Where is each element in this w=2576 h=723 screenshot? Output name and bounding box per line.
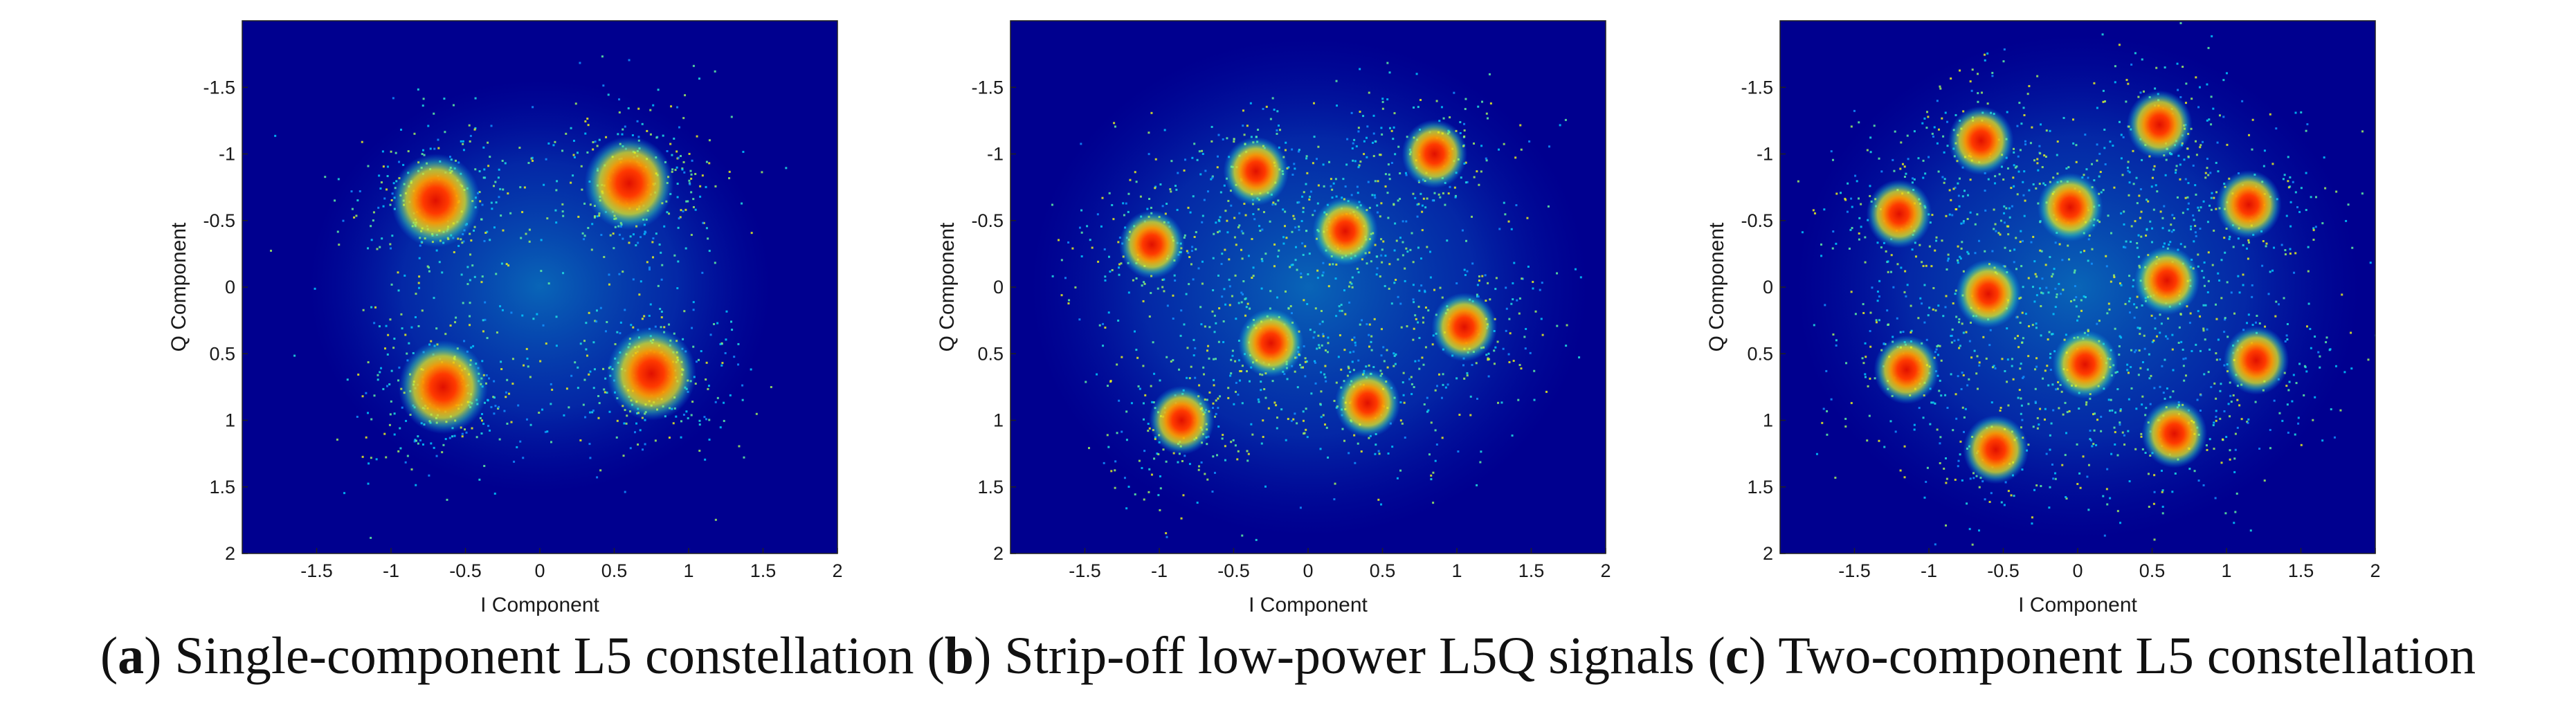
y-tick-label: 0 — [993, 277, 1004, 298]
panel-b: -1.5 -1 -0.5 0 0.5 1 1.5 2 -1.5 -1 -0.5 0 0.5 1 1.5 2 I … — [936, 20, 1611, 616]
figure-caption: (a) Single-component L5 constellation (b… — [100, 627, 2476, 685]
caption-letter-c: c — [1725, 627, 1749, 685]
x-tick-label: 1 — [2221, 560, 2231, 581]
caption-b: Strip-off low-power L5Q signals — [1004, 627, 1695, 685]
caption-letter-b: b — [944, 627, 974, 685]
y-tick-label: 1 — [1763, 410, 1773, 431]
x-tick-label: 0.5 — [1370, 560, 1396, 581]
plot-content — [1796, 21, 2375, 546]
x-axis-label: I Component — [480, 594, 599, 616]
y-tick-label: 2 — [1763, 543, 1773, 564]
x-tick-label: 1 — [1451, 560, 1462, 581]
y-tick-label: -1.5 — [203, 77, 235, 98]
x-tick-label: 0.5 — [2139, 560, 2166, 581]
x-tick-label: -1.5 — [300, 560, 333, 581]
y-tick-label: 0 — [1763, 277, 1773, 298]
y-tick-label: 0.5 — [1747, 343, 1773, 364]
y-tick-label: -0.5 — [203, 210, 235, 231]
y-tick-label: 1.5 — [209, 477, 235, 497]
cluster-point-2 — [584, 136, 674, 230]
y-tick-label: 2 — [993, 543, 1004, 564]
y-axis-label: Q Component — [936, 222, 959, 351]
y-tick-label: -1 — [987, 144, 1004, 165]
y-tick-label: 2 — [225, 543, 235, 564]
cluster-point-6 — [1431, 293, 1498, 362]
plot-content — [270, 55, 788, 539]
y-tick-label: 0.5 — [977, 343, 1004, 364]
cluster-point-8 — [1874, 335, 1940, 405]
y-tick-label: -0.5 — [971, 210, 1004, 231]
x-axis-label: I Component — [1249, 594, 1368, 616]
x-tick-label: -1.5 — [1838, 560, 1871, 581]
cluster-point-4 — [1312, 196, 1379, 266]
x-tick-label: 0.5 — [601, 560, 628, 581]
y-tick-label: -1 — [219, 144, 235, 165]
x-tick-label: -1 — [1921, 560, 1937, 581]
x-tick-label: -0.5 — [1217, 560, 1250, 581]
cluster-point-2 — [2126, 90, 2193, 159]
noise-haze — [309, 80, 770, 493]
cluster-point-4 — [606, 327, 696, 421]
cluster-point-4 — [2037, 172, 2103, 242]
cluster-point-8 — [1334, 368, 1401, 438]
panel-c: -1.5 -1 -0.5 0 0.5 1 1.5 2 -1.5 -1 -0.5 0 0.5 1 1.5 2 I … — [1705, 20, 2381, 616]
noise-haze — [1796, 35, 2359, 539]
x-tick-label: -1.5 — [1069, 560, 1101, 581]
cluster-point-10 — [2223, 326, 2289, 395]
y-tick-label: -0.5 — [1741, 210, 1773, 231]
y-tick-label: -1.5 — [971, 77, 1004, 98]
cluster-point-1 — [1223, 136, 1289, 206]
x-tick-label: 0 — [2072, 560, 2083, 581]
x-tick-label: 1 — [683, 560, 693, 581]
y-tick-label: -1.5 — [1741, 77, 1773, 98]
y-tick-label: 0 — [225, 277, 235, 298]
cluster-point-7 — [2134, 246, 2200, 315]
cluster-point-5 — [1237, 309, 1304, 378]
cluster-point-1 — [1948, 106, 2014, 175]
x-tick-label: -0.5 — [1987, 560, 2020, 581]
x-tick-label: 2 — [832, 560, 842, 581]
y-tick-label: 1.5 — [977, 477, 1004, 497]
x-axis-label: I Component — [2018, 594, 2137, 616]
cluster-point-3 — [398, 340, 488, 434]
y-tick-label: 1.5 — [1747, 477, 1773, 497]
cluster-point-9 — [2052, 329, 2119, 399]
cluster-point-11 — [1963, 415, 2029, 484]
caption-letter-a: a — [118, 627, 145, 685]
x-tick-label: 1.5 — [750, 560, 777, 581]
x-tick-label: 1.5 — [1518, 560, 1545, 581]
y-tick-label: 1 — [225, 410, 235, 431]
cluster-point-5 — [2215, 170, 2282, 239]
cluster-point-1 — [391, 154, 480, 248]
cluster-point-6 — [1955, 259, 2022, 329]
caption-c: Two-component L5 constellation — [1778, 627, 2476, 685]
x-tick-label: 2 — [2370, 560, 2380, 581]
x-tick-label: -1 — [383, 560, 399, 581]
noise-haze — [1031, 37, 1588, 536]
y-tick-label: -1 — [1757, 144, 1773, 165]
x-tick-label: -1 — [1151, 560, 1168, 581]
x-tick-label: -0.5 — [449, 560, 482, 581]
cluster-point-12 — [2141, 399, 2208, 468]
y-axis-label: Q Component — [1705, 222, 1728, 351]
y-axis-label: Q Component — [167, 222, 190, 351]
cluster-point-3 — [1866, 179, 1932, 248]
cluster-point-2 — [1402, 119, 1468, 189]
cluster-point-7 — [1148, 385, 1215, 455]
x-tick-label: 0 — [1303, 560, 1313, 581]
x-tick-label: 2 — [1600, 560, 1611, 581]
caption-a: Single-component L5 constellation — [174, 627, 914, 685]
cluster-point-3 — [1118, 210, 1185, 280]
x-tick-label: 1.5 — [2288, 560, 2314, 581]
y-tick-label: 1 — [993, 410, 1004, 431]
panel-a: -1.5 -1 -0.5 0 0.5 1 1.5 2 -1.5 -1 -0.5 0 0.5 1 1.5 2 I … — [167, 20, 843, 616]
y-tick-label: 0.5 — [209, 343, 235, 364]
x-tick-label: 0 — [534, 560, 545, 581]
plot-content — [1031, 37, 1588, 541]
